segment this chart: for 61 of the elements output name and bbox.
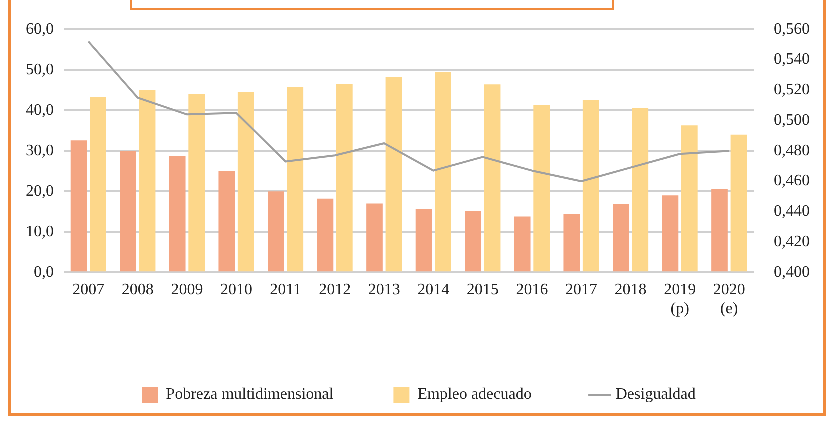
y2-tick-label: 0,480 — [774, 142, 810, 160]
bar — [465, 211, 482, 272]
x-tick-label: 2014 — [418, 281, 450, 298]
y2-tick-label: 0,540 — [774, 51, 810, 68]
bar — [632, 108, 649, 272]
bar — [613, 204, 630, 272]
bar — [730, 134, 748, 272]
bar — [484, 84, 501, 272]
y2-tick-label: 0,520 — [774, 82, 810, 99]
bar — [514, 216, 531, 272]
bar — [238, 92, 254, 272]
bar — [662, 196, 679, 272]
x-tick-label: 2020 (e) — [713, 281, 746, 318]
bar — [70, 140, 88, 272]
bar — [386, 77, 402, 272]
bar — [416, 209, 432, 272]
y-tick-label: 50,0 — [26, 61, 54, 78]
x-tick-label: 2019 (p) — [664, 281, 696, 318]
bar — [336, 84, 353, 272]
y-tick-label: 10,0 — [26, 223, 54, 240]
bar — [139, 90, 156, 272]
x-tick-label: 2016 — [516, 281, 548, 298]
x-tick-label: 2012 — [319, 281, 352, 298]
bar — [435, 72, 452, 272]
bar — [90, 97, 106, 272]
x-tick-label: 2013 — [368, 281, 400, 298]
y2-tick-label: 0,560 — [774, 20, 810, 38]
x-tick-label: 2008 — [122, 281, 154, 298]
legend-label: Pobreza multidimensional — [166, 386, 334, 404]
legend-label: Empleo adecuado — [418, 386, 532, 404]
x-tick-label: 2010 — [220, 281, 252, 298]
bar — [188, 94, 205, 272]
bar — [682, 126, 698, 272]
bar — [582, 100, 600, 272]
y2-tick-label: 0,440 — [774, 203, 810, 220]
bar — [366, 204, 383, 272]
bar — [564, 214, 580, 272]
bar — [317, 198, 334, 272]
x-tick-label: 2009 — [171, 281, 204, 298]
bar — [534, 105, 550, 272]
x-tick-label: 2015 — [466, 281, 499, 298]
x-tick-label: 2007 — [72, 281, 105, 298]
y-tick-label: 60,0 — [26, 20, 54, 38]
y-tick-label: 30,0 — [26, 142, 54, 160]
y2-tick-label: 0,460 — [774, 172, 810, 190]
bar — [120, 151, 136, 272]
bar — [287, 87, 304, 272]
y-tick-label: 40,0 — [26, 102, 54, 119]
x-tick-label: 2018 — [614, 281, 647, 298]
y2-tick-label: 0,500 — [774, 112, 810, 129]
bar — [268, 192, 284, 272]
y2-tick-label: 0,420 — [774, 233, 810, 250]
y-tick-label: 0,0 — [34, 264, 54, 281]
y2-tick-label: 0,400 — [774, 264, 810, 281]
y-tick-label: 20,0 — [26, 182, 54, 200]
bar — [218, 171, 236, 272]
x-tick-label: 2011 — [270, 281, 302, 298]
legend-label: Desigualdad — [616, 386, 696, 404]
bar — [712, 189, 728, 272]
bar — [169, 156, 186, 272]
x-tick-label: 2017 — [566, 281, 598, 298]
